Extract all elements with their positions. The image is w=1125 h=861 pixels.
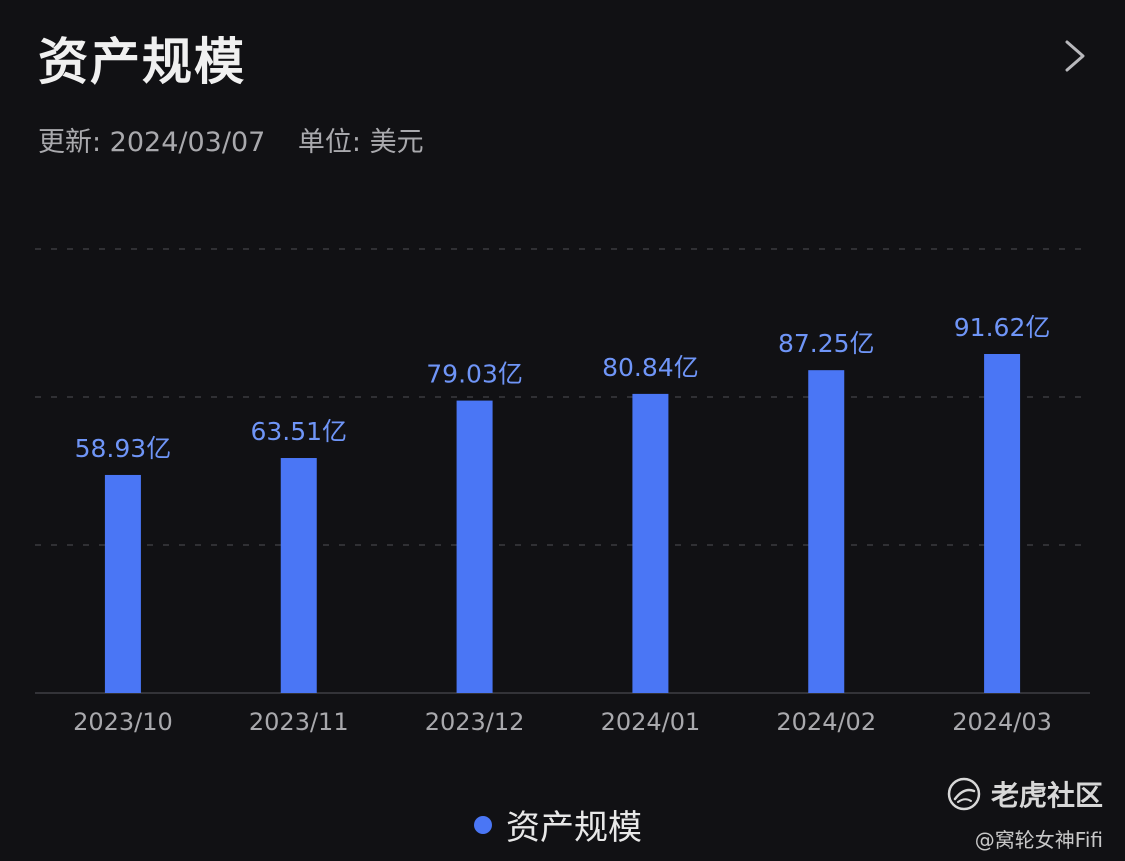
legend-dot-icon (474, 815, 492, 834)
data-label: 87.25亿 (778, 329, 875, 358)
x-tick-label: 2024/01 (601, 708, 701, 736)
data-label: 80.84亿 (602, 353, 699, 382)
watermark-brand: 老虎社区 (947, 774, 1103, 814)
bar (280, 458, 317, 693)
data-label: 91.62亿 (954, 313, 1051, 342)
chart-meta: 更新: 2024/03/07 单位: 美元 (38, 120, 424, 159)
watermark: 老虎社区 @窝轮女神Fifi (947, 774, 1103, 853)
bar (808, 370, 845, 693)
x-tick-label: 2023/11 (249, 708, 349, 736)
watermark-handle: @窝轮女神Fifi (974, 828, 1103, 852)
bar (984, 354, 1021, 693)
legend-label: 资产规模 (506, 808, 642, 848)
x-tick-label: 2024/03 (952, 708, 1052, 736)
x-tick-label: 2023/10 (73, 708, 173, 736)
x-tick-label: 2023/12 (425, 708, 525, 736)
data-label: 63.51亿 (250, 417, 347, 446)
chevron-right-icon[interactable] (1061, 38, 1089, 74)
x-tick-label: 2024/02 (776, 708, 876, 736)
watermark-brand-text: 老虎社区 (990, 779, 1103, 812)
update-date: 更新: 2024/03/07 (38, 127, 266, 158)
tiger-logo-icon (947, 777, 981, 811)
bar (456, 400, 493, 693)
bar (632, 393, 669, 693)
unit-label: 单位: 美元 (297, 127, 424, 158)
page-title: 资产规模 (38, 33, 246, 91)
data-label: 58.93亿 (75, 434, 172, 463)
bar (104, 474, 141, 693)
data-label: 79.03亿 (426, 360, 523, 389)
chart-legend: 资产规模 (474, 800, 642, 849)
